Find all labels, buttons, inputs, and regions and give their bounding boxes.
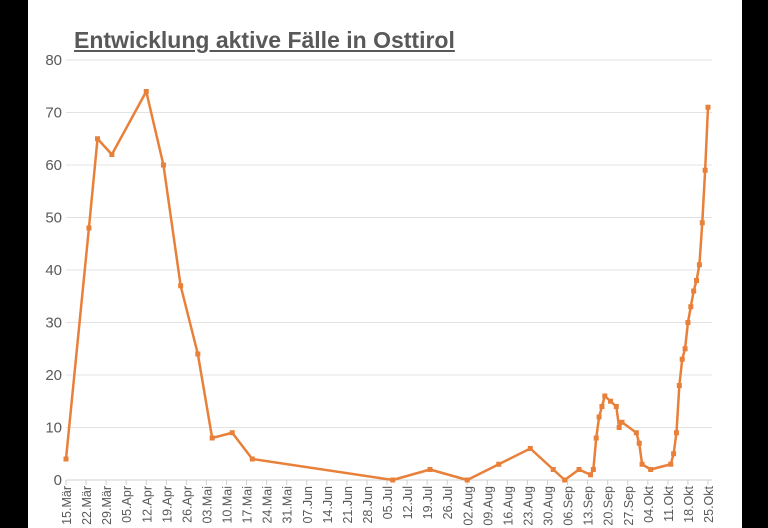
- data-point: [143, 89, 149, 94]
- data-point: [699, 220, 705, 226]
- data-point: [602, 393, 608, 399]
- data-point: [668, 461, 674, 467]
- data-point: [109, 152, 115, 157]
- x-tick-label: 27.Sep: [622, 486, 636, 526]
- data-point: [587, 472, 593, 478]
- data-point: [527, 446, 533, 451]
- y-tick-label: 30: [45, 315, 62, 332]
- x-tick-label: 12.Apr: [140, 486, 154, 523]
- data-point: [590, 467, 596, 472]
- data-point: [496, 461, 502, 467]
- x-tick-label: 20.Sep: [602, 486, 616, 526]
- data-point: [694, 278, 700, 283]
- data-point: [682, 346, 688, 352]
- x-tick-label: 26.Jul: [441, 486, 455, 519]
- data-point: [160, 162, 166, 168]
- y-tick-label: 40: [45, 262, 62, 279]
- x-tick-label: 23.Aug: [521, 486, 535, 526]
- data-point: [209, 435, 215, 441]
- data-point: [249, 456, 255, 462]
- data-point: [671, 451, 677, 457]
- data-point: [705, 104, 711, 110]
- data-point: [596, 414, 602, 420]
- chart-title: Entwicklung aktive Fälle in Osttirol: [74, 27, 455, 53]
- x-tick-label: 26.Apr: [180, 486, 194, 523]
- data-point: [229, 430, 235, 436]
- data-line: [64, 90, 710, 482]
- x-tick-label: 16.Aug: [501, 486, 515, 526]
- data-point: [696, 262, 702, 268]
- data-point: [464, 477, 470, 483]
- data-point: [178, 283, 184, 289]
- x-tick-label: 05.Jul: [381, 486, 395, 519]
- y-tick-label: 50: [45, 210, 62, 227]
- data-point: [86, 225, 92, 231]
- x-tick-label: 19.Apr: [160, 486, 174, 523]
- x-tick-label: 09.Aug: [481, 486, 495, 526]
- x-tick-label: 29.Mär: [100, 486, 114, 525]
- y-tick-label: 10: [45, 420, 62, 437]
- x-tick-label: 30.Aug: [542, 486, 556, 526]
- data-point: [608, 398, 614, 404]
- x-tick-label: 02.Aug: [461, 486, 475, 526]
- x-tick-label: 10.Mai: [221, 486, 235, 524]
- data-point: [63, 456, 69, 462]
- x-tick-label: 14.Jun: [321, 486, 335, 524]
- data-point: [599, 404, 605, 409]
- data-point: [633, 430, 639, 436]
- data-point: [688, 304, 694, 310]
- x-tick-label: 06.Sep: [562, 486, 576, 526]
- chart-panel: [28, 0, 742, 528]
- data-point: [390, 477, 396, 483]
- x-tick-label: 25.Okt: [702, 485, 716, 522]
- data-point: [195, 351, 201, 357]
- y-tick-label: 0: [54, 472, 62, 489]
- data-point: [562, 477, 568, 483]
- data-point: [95, 136, 101, 142]
- data-point: [639, 461, 645, 467]
- data-point: [613, 404, 619, 409]
- data-point: [679, 356, 685, 362]
- data-point: [576, 467, 582, 472]
- x-tick-label: 17.Mai: [241, 486, 255, 524]
- x-tick-label: 15.Mär: [60, 486, 74, 525]
- y-tick-label: 70: [45, 105, 62, 122]
- x-tick-label: 07.Jun: [301, 486, 315, 524]
- x-tick-label: 12.Jul: [401, 486, 415, 519]
- x-tick-label: 22.Mär: [80, 486, 94, 525]
- data-point: [676, 383, 682, 388]
- data-point: [619, 419, 625, 425]
- x-tick-label: 19.Jul: [421, 486, 435, 519]
- data-point: [427, 467, 433, 472]
- x-tick-label: 24.Mai: [261, 486, 275, 524]
- data-point: [616, 425, 622, 430]
- x-tick-label: 03.Mai: [200, 486, 214, 524]
- data-point: [648, 467, 654, 472]
- data-point: [550, 467, 556, 472]
- data-point: [702, 167, 708, 173]
- y-tick-label: 20: [45, 367, 62, 384]
- y-tick-label: 80: [45, 52, 62, 69]
- data-point: [593, 435, 599, 441]
- x-tick-label: 11.Okt: [662, 485, 676, 521]
- data-point: [636, 440, 642, 446]
- x-tick-label: 18.Okt: [682, 485, 696, 522]
- data-point: [685, 320, 691, 325]
- data-point: [691, 288, 697, 294]
- x-tick-label: 05.Apr: [120, 486, 134, 523]
- x-tick-label: 31.Mai: [281, 486, 295, 524]
- x-tick-label: 13.Sep: [582, 486, 596, 526]
- x-tick-label: 28.Jun: [361, 486, 375, 524]
- x-tick-label: 04.Okt: [642, 485, 656, 522]
- y-tick-label: 60: [45, 157, 62, 174]
- data-point: [673, 430, 679, 436]
- x-tick-label: 21.Jun: [341, 486, 355, 524]
